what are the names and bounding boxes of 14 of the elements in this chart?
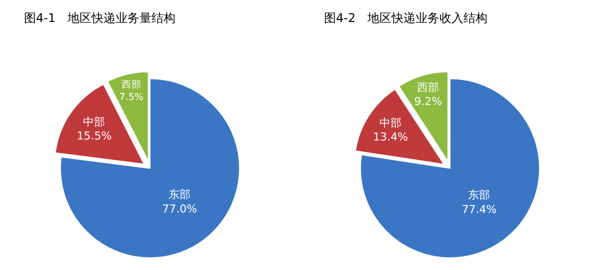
data-label: 77.4% [462,202,497,216]
data-label: 13.4% [373,130,408,144]
slice-label: 中部 [379,116,402,130]
slice-label: 东部 [468,188,490,202]
slice-label: 西部 [121,78,142,90]
data-label: 77.0% [162,202,198,216]
slice-label: 东部 [168,188,191,202]
slice-label: 西部 [417,80,440,94]
slice-label: 中部 [83,115,106,128]
chart-title: 图4-2 地区快递业务收入结构 [324,10,488,25]
chart-title: 图4-1 地区快递业务量结构 [24,10,176,25]
data-label: 15.5% [76,130,112,143]
data-label: 9.2% [414,95,442,108]
data-label: 7.5% [119,92,144,103]
